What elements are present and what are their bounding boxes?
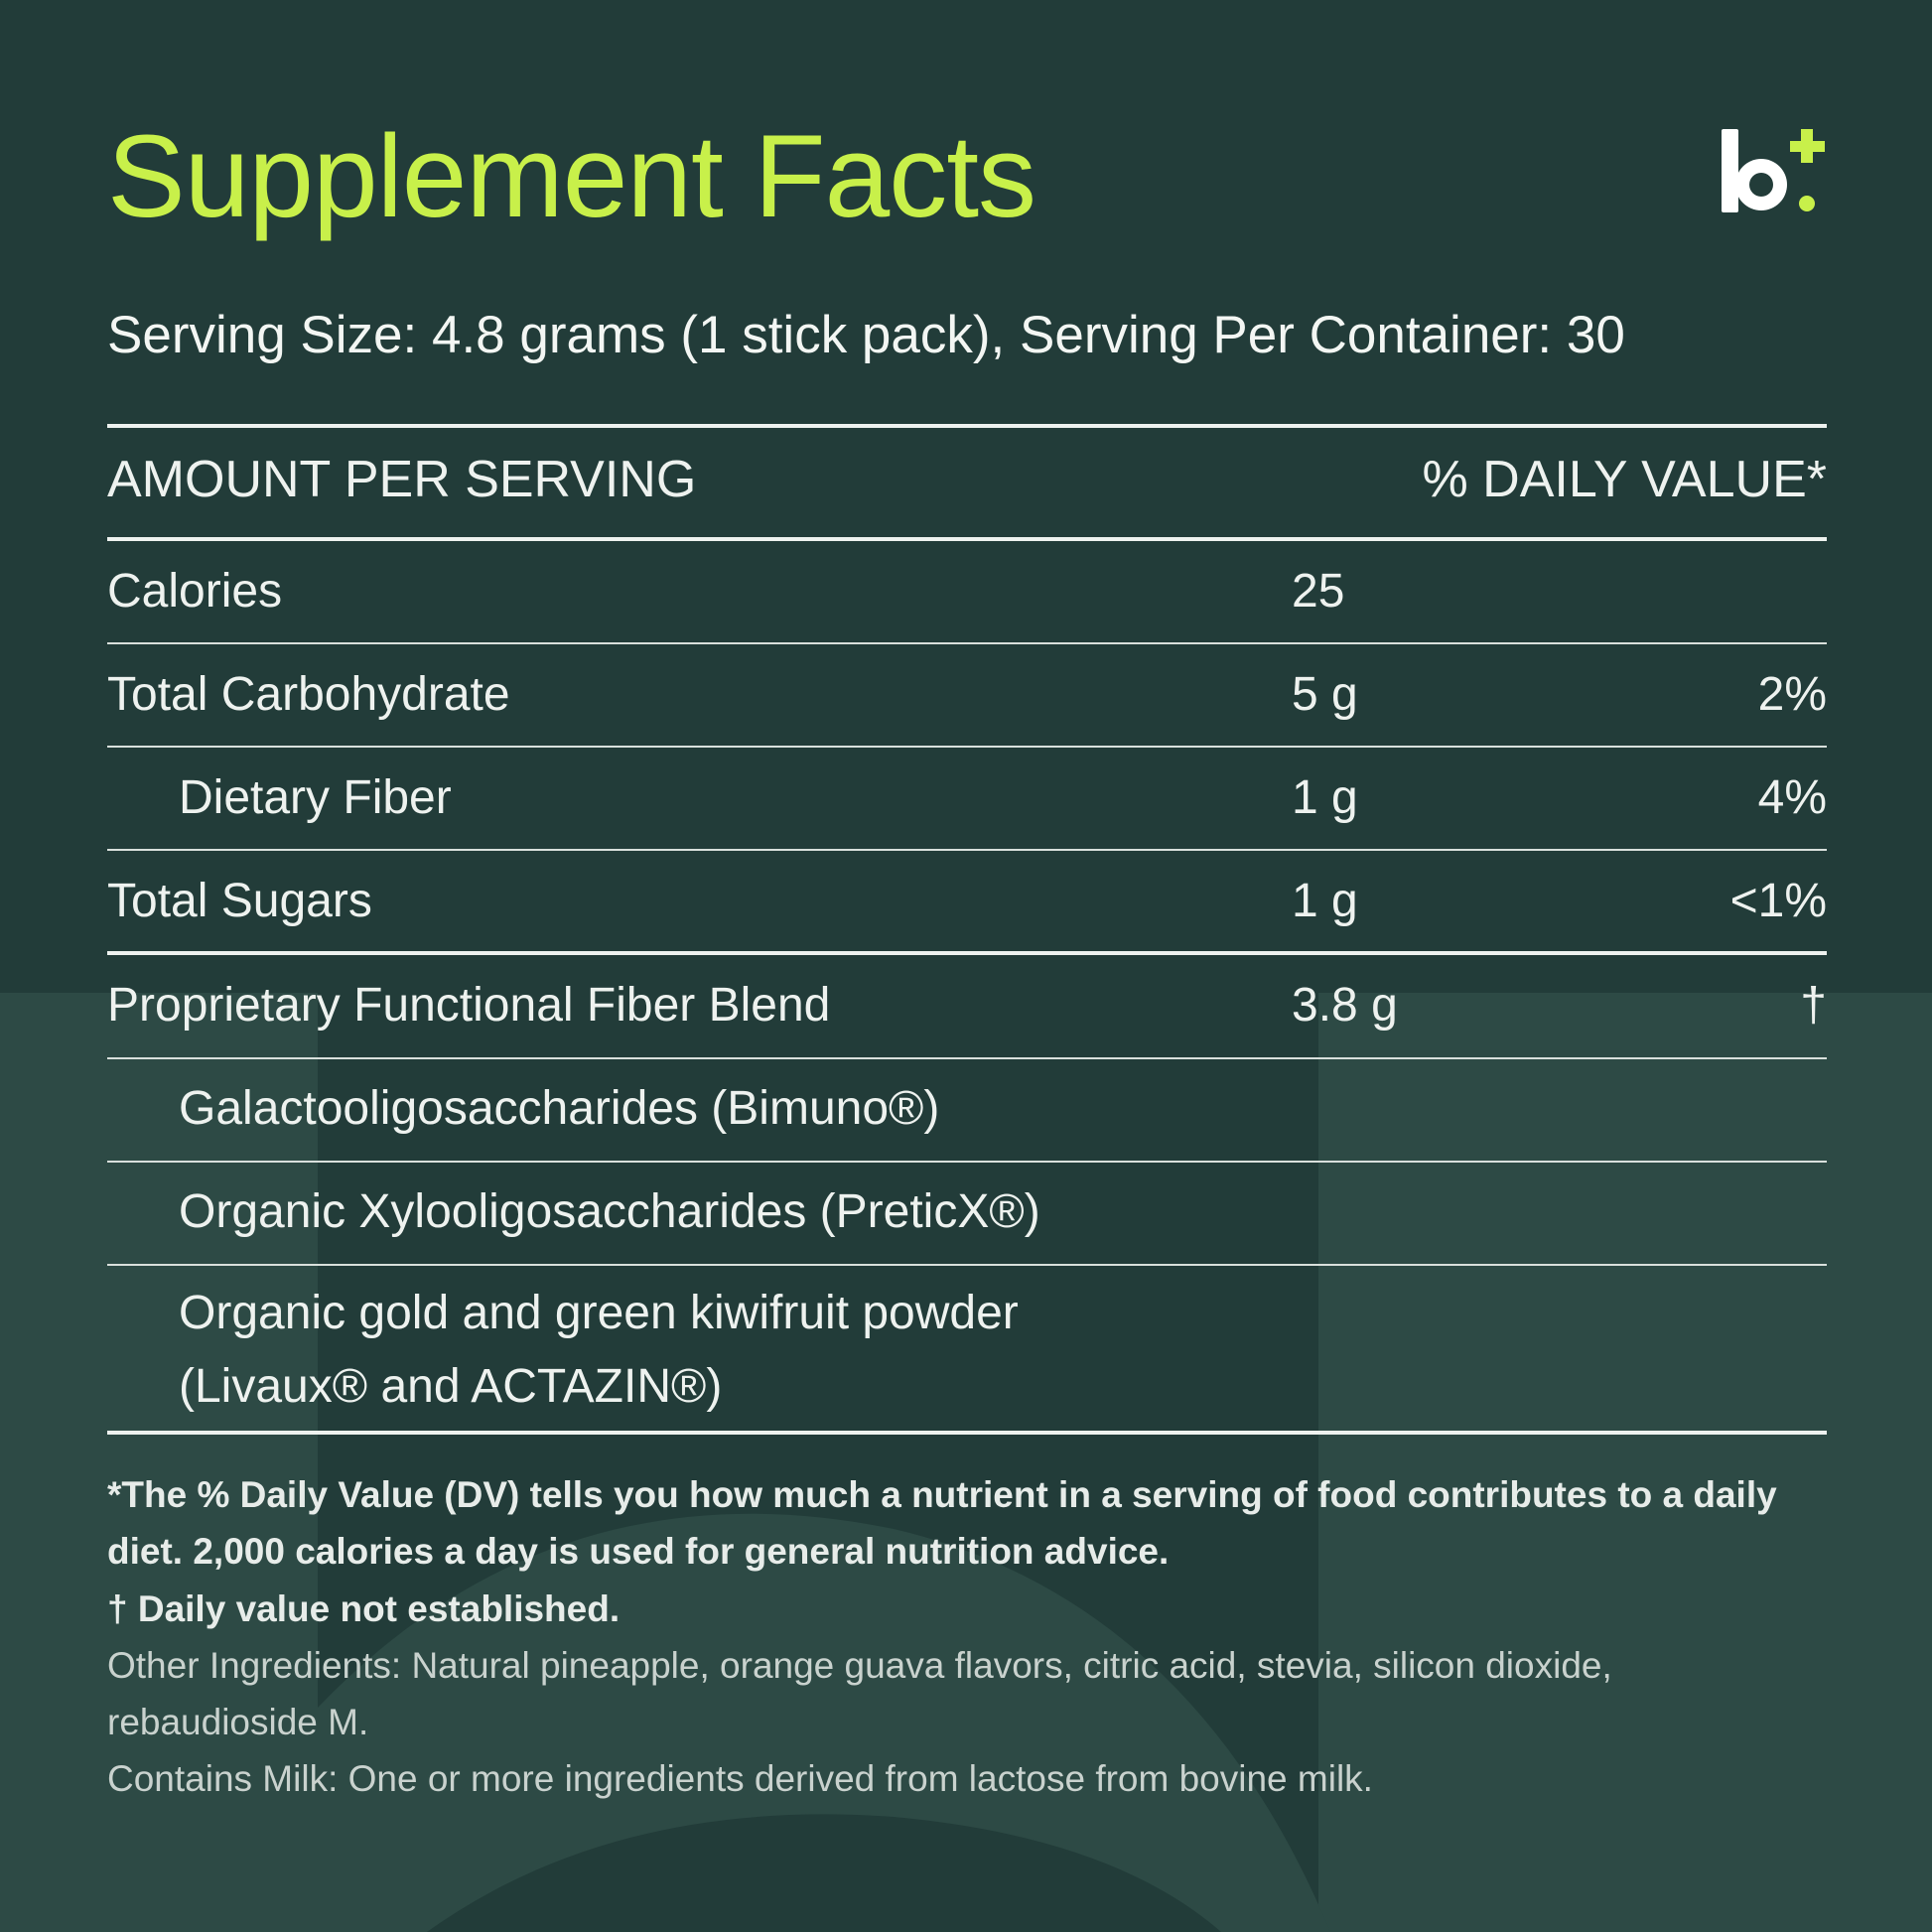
divider [107, 1264, 1827, 1266]
xylooligosaccharides-label: Organic Xylooligosaccharides (PreticX®) [179, 1185, 1040, 1238]
daily-value-header: % DAILY VALUE* [1422, 451, 1827, 508]
dagger-footnote: † Daily value not established. [107, 1588, 621, 1629]
galactooligosaccharides-label: Galactooligosaccharides (Bimuno®) [179, 1082, 940, 1135]
kiwifruit-powder-label: Organic gold and green kiwifruit powder … [179, 1277, 1019, 1424]
dietary-fiber-amount: 1 g [1292, 771, 1358, 824]
divider [107, 424, 1827, 428]
total-sugars-label: Total Sugars [107, 875, 372, 927]
other-ingredients: Other Ingredients: Natural pineapple, or… [107, 1645, 1612, 1742]
divider [107, 1161, 1827, 1163]
proprietary-blend-label: Proprietary Functional Fiber Blend [107, 979, 831, 1032]
total-carbohydrate-amount: 5 g [1292, 668, 1358, 721]
divider [107, 849, 1827, 851]
serving-info: Serving Size: 4.8 grams (1 stick pack), … [107, 306, 1625, 364]
kiwifruit-powder-line2: (Livaux® and ACTAZIN®) [179, 1360, 723, 1413]
divider [107, 951, 1827, 955]
total-sugars-amount: 1 g [1292, 875, 1358, 927]
total-carbohydrate-dv: 2% [1757, 668, 1827, 721]
proprietary-blend-dv: † [1800, 979, 1827, 1032]
dietary-fiber-label: Dietary Fiber [179, 771, 452, 824]
dietary-fiber-dv: 4% [1757, 771, 1827, 824]
divider [107, 1431, 1827, 1435]
kiwifruit-powder-line1: Organic gold and green kiwifruit powder [179, 1287, 1019, 1339]
supplement-facts-panel: Supplement Facts Serving Size: 4.8 grams… [107, 0, 1827, 1932]
divider [107, 537, 1827, 541]
calories-label: Calories [107, 565, 283, 618]
b-plus-logo-icon [1722, 129, 1825, 212]
divider [107, 1057, 1827, 1059]
calories-amount: 25 [1292, 565, 1345, 618]
total-sugars-dv: <1% [1729, 875, 1827, 927]
page-title: Supplement Facts [107, 111, 1036, 242]
divider [107, 746, 1827, 748]
divider [107, 642, 1827, 644]
proprietary-blend-amount: 3.8 g [1292, 979, 1398, 1032]
allergen-statement: Contains Milk: One or more ingredients d… [107, 1758, 1373, 1799]
daily-value-footnote: *The % Daily Value (DV) tells you how mu… [107, 1474, 1777, 1572]
amount-per-serving-header: AMOUNT PER SERVING [107, 451, 697, 508]
total-carbohydrate-label: Total Carbohydrate [107, 668, 510, 721]
